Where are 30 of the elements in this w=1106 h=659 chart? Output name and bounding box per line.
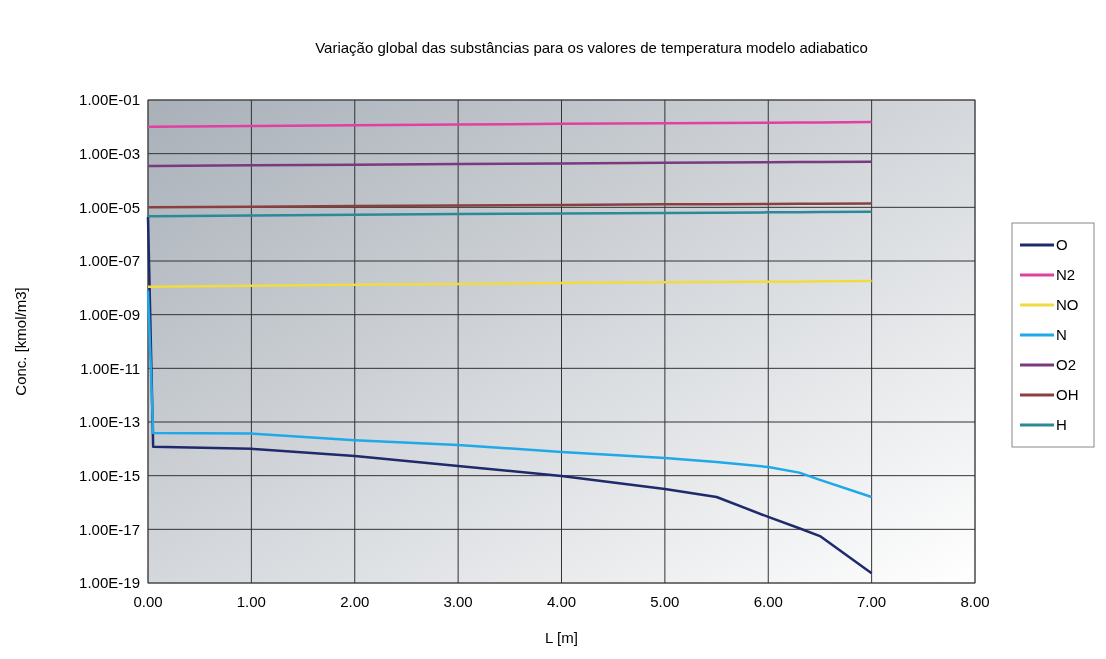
x-axis-title: L [m]	[545, 629, 578, 646]
x-tick-label: 6.00	[753, 593, 783, 610]
y-axis-title: Conc. [kmol/m3]	[12, 287, 29, 396]
y-tick-label: 1.00E-11	[80, 359, 140, 377]
x-tick-label: 1.00	[236, 593, 266, 610]
legend-label: O2	[1056, 356, 1077, 374]
x-tick-label: 3.00	[443, 593, 473, 610]
x-tick-label: 7.00	[857, 593, 887, 610]
legend-label: OH	[1056, 386, 1079, 404]
legend-label: H	[1056, 416, 1067, 434]
x-tick-label: 8.00	[960, 593, 990, 610]
y-tick-label: 1.00E-05	[79, 198, 140, 216]
y-tick-label: 1.00E-19	[79, 574, 140, 592]
legend-label: N2	[1056, 266, 1076, 284]
x-tick-label: 0.00	[133, 593, 163, 610]
legend-label: NO	[1056, 296, 1079, 314]
y-tick-label: 1.00E-03	[79, 144, 140, 162]
y-tick-label: 1.00E-17	[79, 520, 140, 538]
legend-label: N	[1056, 326, 1067, 344]
x-tick-label: 2.00	[340, 593, 370, 610]
x-tick-label: 5.00	[650, 593, 680, 610]
y-tick-label: 1.00E-01	[79, 91, 140, 109]
legend-label: O	[1056, 236, 1068, 254]
y-tick-label: 1.00E-15	[79, 466, 140, 484]
y-tick-label: 1.00E-07	[79, 252, 140, 270]
x-tick-label: 4.00	[546, 593, 577, 610]
line-series	[146, 289, 873, 499]
y-tick-label: 1.00E-13	[79, 413, 140, 431]
y-tick-label: 1.00E-09	[79, 305, 140, 323]
chart-title: Variação global das substâncias para os valores de temperatura modelo adiabatico	[315, 39, 868, 56]
